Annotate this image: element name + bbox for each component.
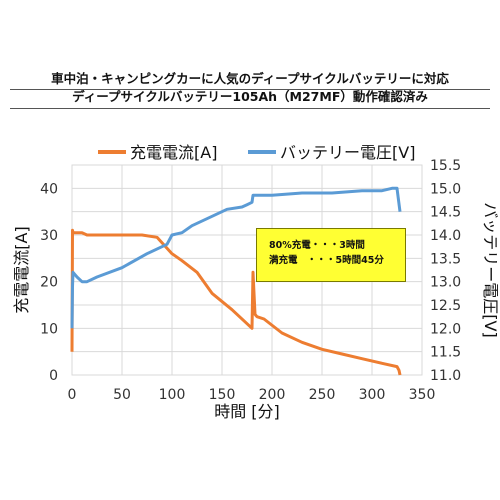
y-left-tick-label: 0 — [49, 368, 58, 384]
x-tick-label: 50 — [113, 387, 131, 403]
title-divider-top — [10, 89, 490, 90]
title-line-2: ディープサイクルバッテリー105Ah（M27MF）動作確認済み — [72, 89, 428, 104]
y-right-axis-label: バッテリー電圧[V] — [481, 202, 500, 337]
annotation-line-2: 満充電 ・・・5時間45分 — [269, 255, 384, 266]
y-right-tick-label: 15.5 — [430, 158, 461, 174]
legend-item-voltage-label: バッテリー電圧[V] — [280, 143, 415, 162]
x-tick-label: 150 — [209, 387, 236, 403]
y-left-tick-label: 10 — [40, 321, 58, 337]
x-tick-label: 300 — [359, 387, 386, 403]
y-right-tick-label: 12.5 — [430, 298, 461, 314]
y-left-tick-label: 40 — [40, 181, 58, 197]
y-left-axis-label: 充電電流[A] — [12, 226, 31, 313]
y-left-tick-label: 30 — [40, 228, 58, 244]
y-right-tick-label: 11.5 — [430, 345, 461, 361]
title-divider-bottom — [10, 108, 490, 109]
x-tick-label: 350 — [409, 387, 436, 403]
y-right-tick-label: 15.0 — [430, 181, 461, 197]
y-right-tick-label: 14.0 — [430, 228, 461, 244]
series-line-current — [70, 228, 402, 376]
annotation-line-1: 80%充電・・・3時間 — [269, 240, 365, 251]
charge-time-annotation: 80%充電・・・3時間 満充電 ・・・5時間45分 — [256, 228, 406, 282]
legend-item-current-label: 充電電流[A] — [130, 143, 217, 162]
y-right-tick-label: 13.0 — [430, 275, 461, 291]
x-tick-label: 100 — [159, 387, 186, 403]
x-tick-label: 250 — [309, 387, 336, 403]
x-tick-label: 0 — [68, 387, 77, 403]
y-right-tick-label: 12.0 — [430, 321, 461, 337]
series-line-voltage — [70, 186, 402, 329]
x-axis-label: 時間 [分] — [214, 402, 280, 421]
y-right-tick-label: 11.0 — [430, 368, 461, 384]
y-left-tick-label: 20 — [40, 275, 58, 291]
x-tick-label: 200 — [259, 387, 286, 403]
y-right-tick-label: 13.5 — [430, 251, 461, 267]
y-right-tick-label: 14.5 — [430, 205, 461, 221]
title-line-1: 車中泊・キャンピングカーに人気のディープサイクルバッテリーに対応 — [51, 71, 449, 86]
chart-title-block: 車中泊・キャンピングカーに人気のディープサイクルバッテリーに対応 ディープサイク… — [0, 70, 500, 106]
